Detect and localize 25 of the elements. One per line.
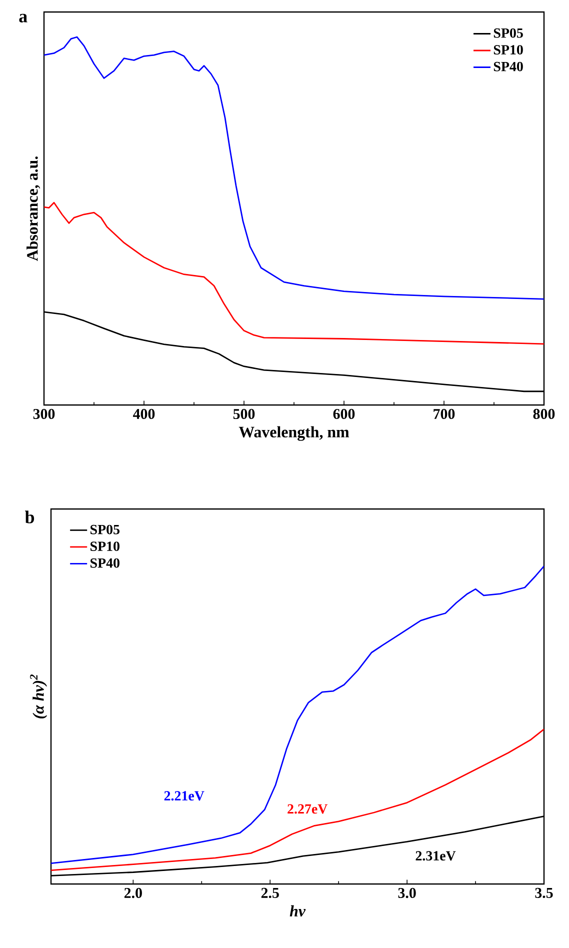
chart-title: b	[25, 510, 34, 524]
legend-label: SP40	[494, 62, 523, 72]
x-tick-label: 2.0	[124, 888, 142, 898]
legend-label: SP10	[494, 45, 523, 55]
x-axis-title: hv	[290, 905, 306, 917]
x-axis-title: Wavelength, nm	[238, 426, 350, 441]
chart-title: a	[19, 14, 28, 22]
x-tick-label: 400	[132, 408, 155, 419]
x-tick-label: 2.5	[261, 888, 279, 898]
legend-label: SP05	[494, 28, 523, 38]
x-tick-label: 800	[533, 408, 555, 419]
y-axis-title: Absorance, a.u.	[26, 156, 40, 262]
x-tick-label: 3.0	[398, 888, 416, 898]
x-tick-label: 600	[333, 408, 355, 419]
annotation: 2.27eV	[288, 804, 328, 814]
x-tick-label: 500	[233, 408, 255, 419]
legend-label: SP05	[90, 524, 120, 534]
annotation: 2.31eV	[416, 851, 456, 861]
legend-label: SP10	[90, 542, 120, 551]
x-tick-label: 700	[434, 408, 455, 419]
y-axis-title: (α hv)$^{2}$	[30, 674, 48, 718]
legend-label: SP40	[90, 558, 120, 568]
annotation: 2.21eV	[164, 791, 204, 801]
x-tick-label: 300	[33, 408, 55, 419]
x-tick-label: 3.5	[535, 888, 553, 898]
